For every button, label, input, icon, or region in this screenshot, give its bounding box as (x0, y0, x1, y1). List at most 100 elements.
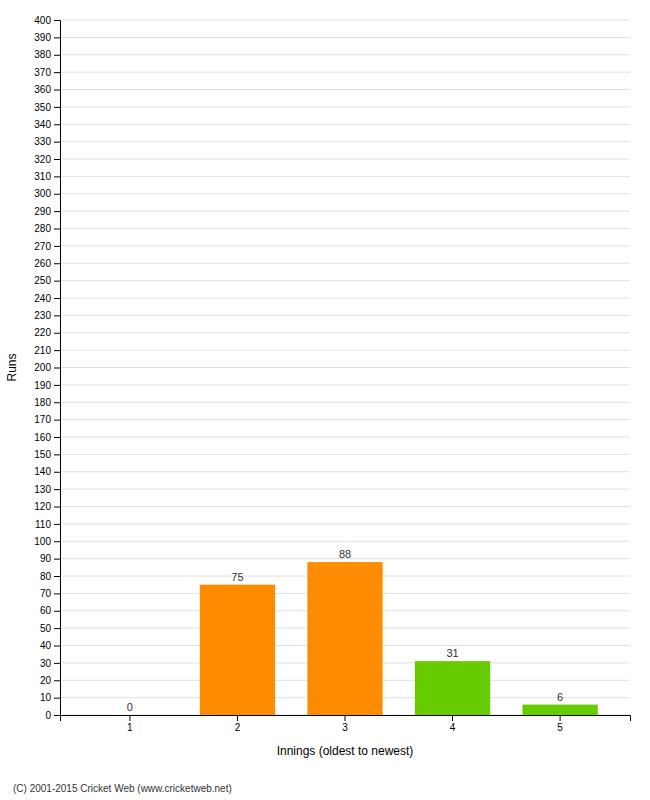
tick: 210 (34, 345, 60, 356)
grid-line (60, 106, 630, 107)
tick: 4 (450, 715, 456, 733)
tick-mark (54, 315, 60, 316)
tick-mark (54, 576, 60, 577)
bar (415, 661, 490, 715)
tick-mark (237, 715, 238, 721)
tick-label: 310 (34, 171, 51, 182)
tick-label: 60 (40, 605, 52, 616)
tick-label: 290 (34, 206, 51, 217)
tick: 320 (34, 154, 60, 165)
tick-mark (54, 420, 60, 421)
grid-line (60, 159, 630, 160)
tick-label: 170 (34, 414, 51, 425)
tick-label: 4 (450, 722, 456, 733)
grid-line (60, 263, 630, 264)
tick-label: 320 (34, 154, 51, 165)
tick: 200 (34, 362, 60, 373)
tick: 250 (34, 275, 60, 286)
tick-label: 180 (34, 397, 51, 408)
grid-line (60, 20, 630, 21)
tick-mark (54, 333, 60, 334)
data-label: 31 (446, 647, 458, 659)
tick-mark (54, 298, 60, 299)
tick-label: 1 (127, 722, 133, 733)
grid-line (60, 124, 630, 125)
tick: 2 (235, 715, 241, 733)
tick-mark (54, 472, 60, 473)
tick: 300 (34, 188, 60, 199)
tick-label: 330 (34, 136, 51, 147)
tick-mark (54, 194, 60, 195)
tick-label: 100 (34, 536, 51, 547)
tick-mark (54, 454, 60, 455)
tick-label: 280 (34, 223, 51, 234)
tick-mark (54, 246, 60, 247)
tick-mark (345, 715, 346, 721)
tick-mark (54, 489, 60, 490)
grid-line (60, 211, 630, 212)
x-axis: 12345 (61, 715, 631, 733)
tick: 120 (34, 501, 60, 512)
y-axis: 0102030405060708090100110120130140150160… (34, 15, 60, 721)
grid-line (60, 367, 630, 368)
tick-label: 380 (34, 49, 51, 60)
tick-mark (54, 229, 60, 230)
tick-mark (54, 90, 60, 91)
tick-label: 2 (235, 722, 241, 733)
tick-label: 350 (34, 102, 51, 113)
grid-line (60, 228, 630, 229)
grid-line (60, 384, 630, 385)
tick: 230 (34, 310, 60, 321)
tick-label: 70 (40, 588, 52, 599)
tick-label: 5 (557, 722, 563, 733)
tick-label: 200 (34, 362, 51, 373)
tick-mark (54, 437, 60, 438)
tick-label: 340 (34, 119, 51, 130)
tick-label: 10 (40, 692, 52, 703)
tick: 240 (34, 293, 60, 304)
tick-label: 30 (40, 658, 52, 669)
bar (307, 562, 382, 715)
tick-label: 220 (34, 327, 51, 338)
grid-line (60, 419, 630, 420)
tick: 1 (127, 715, 133, 733)
grid-line (60, 350, 630, 351)
grid-line (60, 37, 630, 38)
tick-label: 250 (34, 275, 51, 286)
tick: 80 (40, 571, 60, 582)
tick-mark (54, 628, 60, 629)
tick-mark (54, 385, 60, 386)
chart: 1234501020304050607080901001101201301401… (0, 0, 650, 800)
tick: 180 (34, 397, 60, 408)
tick: 40 (40, 640, 60, 651)
grid-line (60, 471, 630, 472)
tick: 0 (45, 710, 60, 721)
tick: 360 (34, 84, 60, 95)
bar (92, 715, 167, 716)
grid-line (60, 245, 630, 246)
bar (522, 705, 597, 715)
tick: 60 (40, 605, 60, 616)
tick: 380 (34, 49, 60, 60)
tick-label: 400 (34, 15, 51, 26)
tick-mark (54, 402, 60, 403)
tick-label: 370 (34, 67, 51, 78)
tick: 90 (40, 553, 60, 564)
tick: 150 (34, 449, 60, 460)
tick-mark (54, 55, 60, 56)
tick-label: 40 (40, 640, 52, 651)
tick-mark (54, 211, 60, 212)
tick-label: 300 (34, 188, 51, 199)
footer: (C) 2001-2015 Cricket Web (www.cricketwe… (13, 783, 232, 794)
tick-mark (54, 368, 60, 369)
tick: 390 (34, 32, 60, 43)
data-label: 6 (557, 691, 563, 703)
tick: 280 (34, 223, 60, 234)
axis-line (54, 21, 61, 716)
tick: 290 (34, 206, 60, 217)
tick: 50 (40, 623, 60, 634)
grid-line (60, 89, 630, 90)
tick: 70 (40, 588, 60, 599)
tick-label: 270 (34, 241, 51, 252)
tick-mark (54, 507, 60, 508)
